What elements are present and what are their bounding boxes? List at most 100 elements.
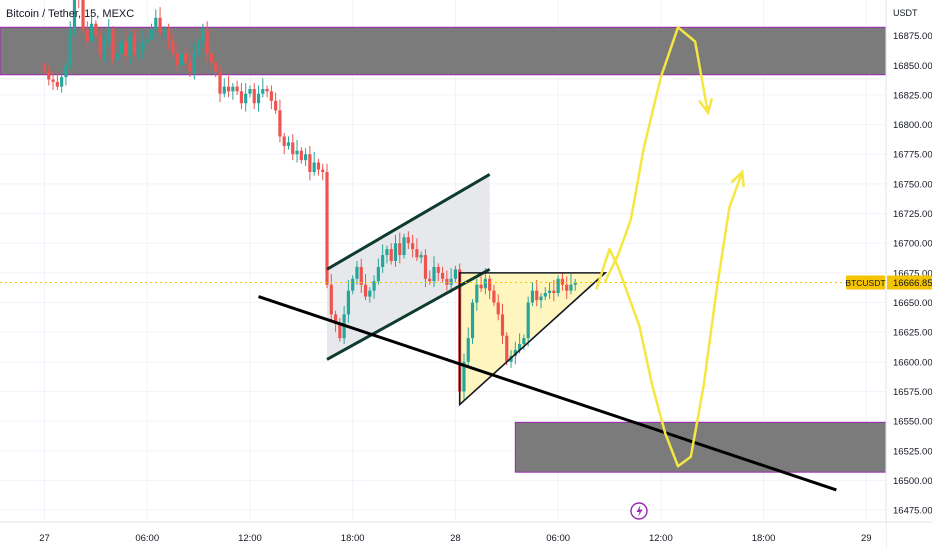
candle bbox=[137, 51, 141, 54]
candle bbox=[175, 53, 179, 66]
candle bbox=[124, 41, 128, 56]
candle bbox=[492, 290, 496, 303]
candle bbox=[47, 71, 51, 80]
price-tick-label: 16475.00 bbox=[893, 506, 932, 517]
time-tick-label: 27 bbox=[39, 533, 50, 544]
candle bbox=[51, 79, 55, 82]
candle bbox=[299, 150, 303, 161]
candle bbox=[346, 290, 351, 315]
time-tick-label: 29 bbox=[861, 533, 872, 544]
candle bbox=[411, 243, 415, 250]
symbol-tag-label: BTCUSDT bbox=[845, 278, 885, 288]
candle bbox=[197, 41, 201, 54]
candle bbox=[94, 23, 98, 36]
candle bbox=[355, 266, 359, 279]
candle bbox=[291, 142, 295, 155]
time-axis-panel bbox=[0, 522, 886, 550]
candle bbox=[111, 29, 115, 60]
candle bbox=[184, 53, 188, 63]
lightning-bolt-icon bbox=[636, 505, 643, 517]
candle bbox=[338, 323, 342, 339]
candle bbox=[282, 136, 286, 146]
candle bbox=[261, 88, 265, 94]
price-tick-label: 16875.00 bbox=[893, 31, 932, 42]
candle bbox=[235, 86, 239, 92]
price-tick-label: 16575.00 bbox=[893, 387, 932, 398]
candle bbox=[440, 272, 445, 279]
price-axis-panel bbox=[886, 0, 932, 550]
candle bbox=[518, 344, 522, 350]
projection-path-1 bbox=[595, 170, 744, 468]
candle bbox=[286, 142, 291, 146]
candle bbox=[89, 23, 94, 42]
candle bbox=[269, 91, 273, 101]
price-tick-label: 16850.00 bbox=[893, 61, 932, 72]
candle bbox=[419, 255, 423, 258]
candle bbox=[192, 53, 196, 72]
last-price-tag bbox=[887, 275, 932, 290]
price-tick-label: 16800.00 bbox=[893, 120, 932, 131]
candle bbox=[107, 29, 111, 42]
symbol-tag bbox=[846, 275, 885, 290]
projection-path-2 bbox=[603, 26, 710, 283]
candle bbox=[513, 349, 517, 356]
candle bbox=[351, 278, 355, 291]
candle bbox=[475, 284, 479, 303]
candle bbox=[321, 169, 325, 173]
candle bbox=[329, 284, 333, 315]
time-tick-label: 12:00 bbox=[238, 533, 262, 544]
candle bbox=[252, 88, 256, 104]
candle bbox=[60, 77, 64, 87]
candle bbox=[333, 314, 338, 324]
candle bbox=[535, 290, 539, 301]
candle bbox=[119, 41, 124, 54]
supply-demand-zone-2 bbox=[514, 421, 887, 473]
candle bbox=[389, 249, 393, 261]
candle bbox=[201, 29, 205, 42]
price-axis-unit: USDT bbox=[893, 8, 918, 18]
candle bbox=[278, 110, 282, 137]
candle bbox=[398, 243, 402, 256]
price-tick-label: 16750.00 bbox=[893, 179, 932, 190]
candle bbox=[363, 284, 368, 297]
candle bbox=[393, 243, 398, 261]
candle bbox=[226, 86, 231, 92]
candle bbox=[488, 278, 492, 291]
price-tick-label: 16725.00 bbox=[893, 209, 932, 220]
price-tick-label: 16525.00 bbox=[893, 446, 932, 457]
candle bbox=[522, 338, 526, 345]
price-tick-label: 16675.00 bbox=[893, 268, 932, 279]
candle bbox=[428, 278, 432, 282]
candle bbox=[179, 53, 184, 66]
candle bbox=[145, 39, 149, 42]
candle bbox=[402, 237, 406, 256]
triangle-pattern-outline bbox=[458, 272, 608, 407]
candle bbox=[496, 302, 500, 315]
candle bbox=[231, 86, 235, 92]
candle bbox=[188, 62, 192, 72]
candle bbox=[385, 249, 389, 256]
candle bbox=[539, 296, 543, 301]
candle bbox=[466, 338, 470, 362]
candle bbox=[547, 290, 552, 294]
price-tick-label: 16825.00 bbox=[893, 90, 932, 101]
candle bbox=[158, 17, 162, 33]
candle bbox=[556, 278, 560, 294]
candle bbox=[42, 66, 47, 72]
candle bbox=[479, 284, 483, 289]
candle bbox=[565, 284, 569, 291]
price-tick-label: 16775.00 bbox=[893, 150, 932, 161]
candle bbox=[239, 91, 244, 104]
time-tick-label: 06:00 bbox=[546, 533, 570, 544]
candle bbox=[432, 266, 436, 282]
time-tick-label: 06:00 bbox=[135, 533, 159, 544]
candle bbox=[560, 278, 565, 285]
candle bbox=[64, 65, 68, 78]
candle bbox=[98, 35, 102, 54]
candle bbox=[265, 88, 269, 92]
candle bbox=[423, 255, 428, 279]
candle bbox=[274, 100, 278, 111]
time-tick-label: 18:00 bbox=[752, 533, 776, 544]
